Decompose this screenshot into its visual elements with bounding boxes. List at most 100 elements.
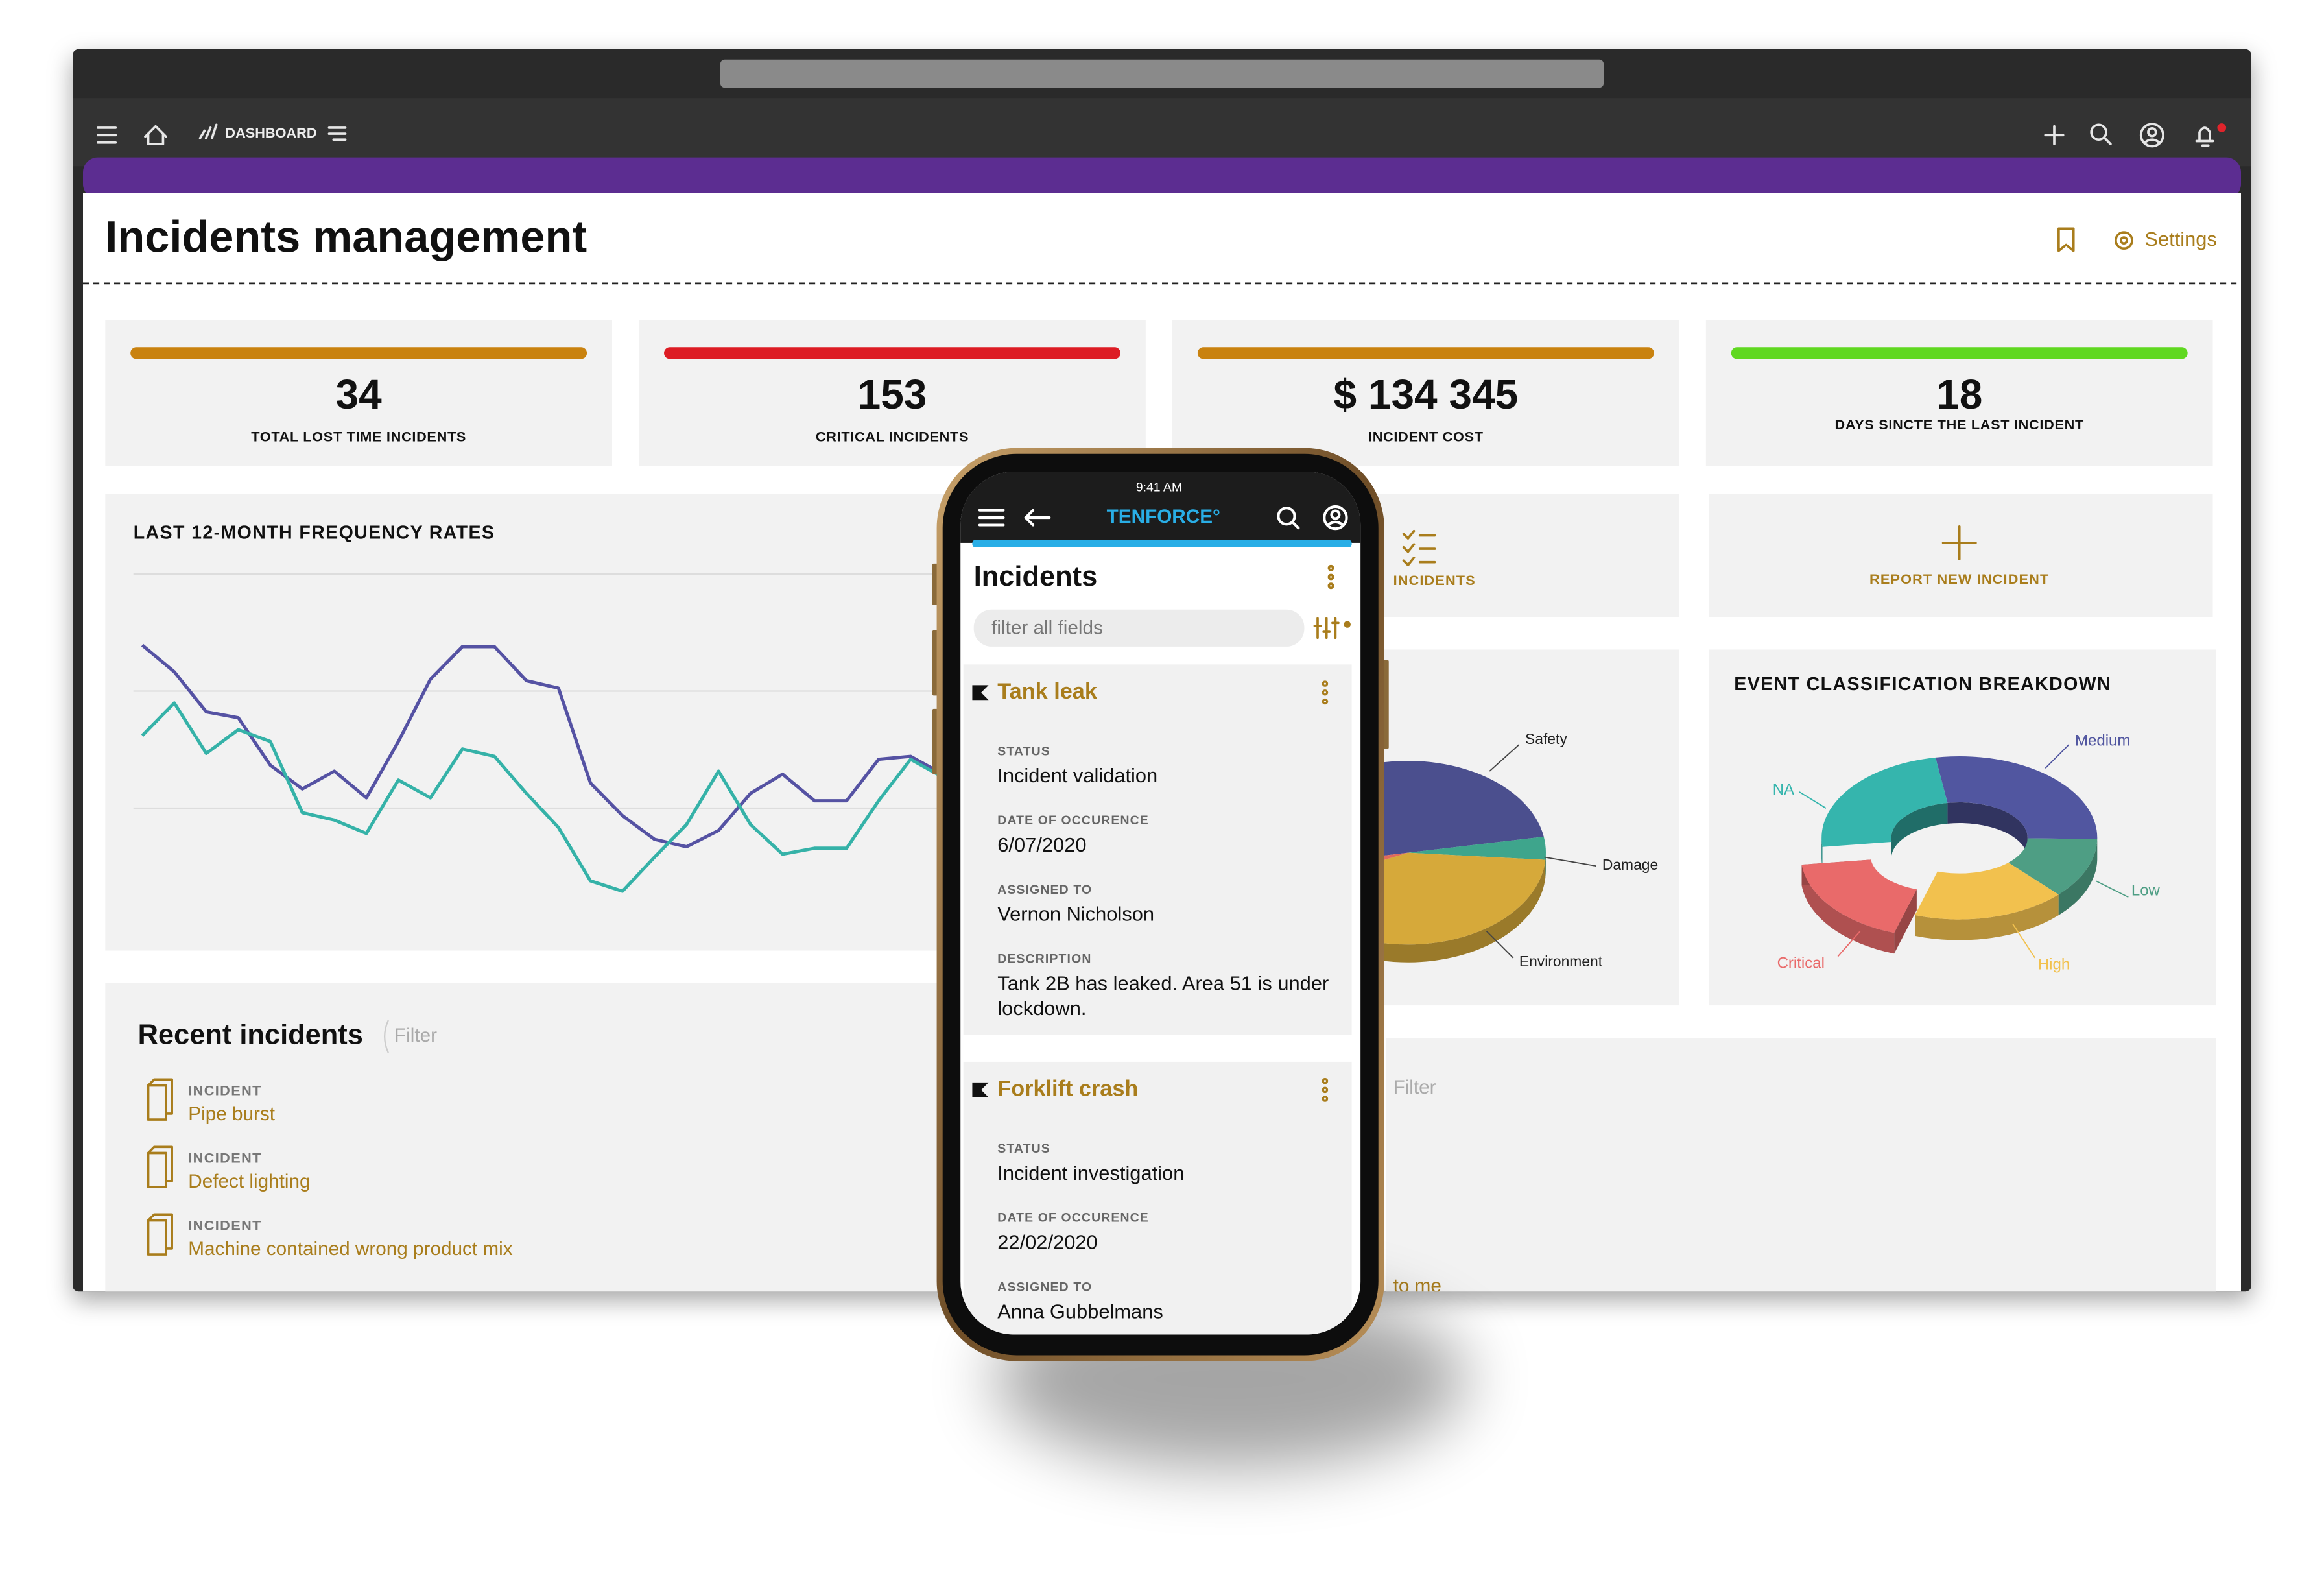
- filter-input[interactable]: filter all fields: [991, 617, 1103, 638]
- kebab-dot[interactable]: [1322, 680, 1329, 687]
- incident-type: INCIDENT: [188, 1082, 261, 1098]
- kpi-label: TOTAL LOST TIME INCIDENTS: [251, 428, 466, 444]
- donut-label: Low: [2131, 881, 2161, 899]
- settings-icon[interactable]: [2115, 231, 2133, 250]
- series-line: [141, 701, 943, 893]
- add-icon[interactable]: [2044, 125, 2065, 145]
- decor: [1344, 621, 1351, 628]
- panel-link[interactable]: to me: [1393, 1275, 1441, 1297]
- kebab-dot[interactable]: [1322, 689, 1329, 696]
- donut-card: EVENT CLASSIFICATION BREAKDOWN Medium Low…: [1709, 649, 2216, 1006]
- incident-item[interactable]: INCIDENT Pipe burst: [147, 1078, 276, 1125]
- decor: [1941, 525, 1977, 560]
- bell-icon[interactable]: [2195, 126, 2214, 147]
- filter-input[interactable]: Filter: [1393, 1077, 1436, 1098]
- donut-label: Critical: [1777, 954, 1825, 972]
- kebab-dot[interactable]: [1322, 1096, 1329, 1102]
- decor: [972, 540, 1352, 547]
- decor: [198, 123, 218, 139]
- donut-segment: [1915, 862, 2059, 920]
- kebab[interactable]: [1327, 564, 1334, 590]
- decor: [2057, 227, 2075, 252]
- decor: [1327, 573, 1334, 581]
- field-label: ASSIGNED TO: [997, 1280, 1092, 1294]
- card-title: LAST 12-MONTH FREQUENCY RATES: [134, 523, 495, 544]
- field-value: Tank 2B has leaked. Area 51 is under lock…: [997, 972, 1329, 1020]
- leader-line: [1544, 856, 1596, 867]
- shortcut-card[interactable]: REPORT NEW INCIDENT: [1709, 494, 2213, 617]
- incident-type: INCIDENT: [188, 1217, 261, 1233]
- notification-dot: [2217, 123, 2227, 132]
- field-value: 6/07/2020: [997, 833, 1086, 856]
- incident-name[interactable]: Pipe burst: [188, 1103, 275, 1125]
- kebab-dot[interactable]: [1322, 1077, 1329, 1084]
- donut-segment: [1801, 859, 1917, 933]
- decor: [1330, 509, 1341, 520]
- kpi-card: [1172, 320, 1679, 466]
- filter-box[interactable]: [973, 609, 1305, 647]
- card-title[interactable]: Tank leak: [997, 679, 1098, 704]
- kpi-card: [105, 320, 613, 466]
- section-label[interactable]: DASHBOARD: [225, 125, 316, 141]
- decor: [2139, 123, 2164, 148]
- kpi-row: 34 TOTAL LOST TIME INCIDENTS 153 CRITICAL I…: [105, 320, 2213, 466]
- user-icon[interactable]: [2139, 123, 2164, 148]
- search-icon[interactable]: [2090, 123, 2112, 145]
- shortcut-label[interactable]: INCIDENTS: [1393, 572, 1476, 588]
- settings-link[interactable]: Settings: [2144, 228, 2216, 250]
- kpi-label: DAYS SINCTE THE LAST INCIDENT: [1834, 416, 2084, 433]
- donut-segment: [1935, 756, 2098, 839]
- incident-item[interactable]: INCIDENT Machine contained wrong product …: [147, 1213, 513, 1260]
- incident-name[interactable]: Defect lighting: [188, 1171, 310, 1192]
- decor: [2090, 123, 2107, 141]
- recent-card: Recent incidents Filter INCIDENT Pipe bur…: [105, 983, 995, 1292]
- decor: [978, 509, 1005, 527]
- incident-card[interactable]: Tank leak STATUS Incident validation DATE O…: [963, 664, 1352, 1036]
- donut-label: Medium: [2075, 732, 2130, 750]
- kpi-value: 18: [1936, 371, 1982, 418]
- incident-list: INCIDENT Pipe burst INCIDENT Defect lightin…: [147, 1078, 513, 1260]
- donut-side: [1821, 837, 1823, 868]
- card-title[interactable]: Forklift crash: [997, 1076, 1138, 1101]
- decor: [1402, 529, 1436, 567]
- leader-line: [2095, 880, 2129, 898]
- bookmark-icon[interactable]: [2057, 227, 2075, 252]
- pie-label: Environment: [1519, 953, 1603, 970]
- kebab-dot[interactable]: [1322, 698, 1329, 705]
- donut-side: [2058, 839, 2098, 916]
- kpi-value: 153: [858, 371, 927, 418]
- home-icon[interactable]: [144, 125, 167, 145]
- kpi-label: INCIDENT COST: [1368, 428, 1484, 444]
- incident-item[interactable]: INCIDENT Defect lighting: [147, 1145, 311, 1192]
- field-value: Incident validation: [997, 764, 1157, 787]
- pie-label: Safety: [1525, 730, 1567, 747]
- kpi-bar: [1731, 347, 2188, 359]
- back-icon[interactable]: [1024, 509, 1051, 527]
- menu-icon[interactable]: [978, 509, 1005, 527]
- menu-icon[interactable]: [97, 126, 117, 144]
- field-label: DATE OF OCCURENCE: [997, 813, 1149, 828]
- leader-line: [1799, 791, 1827, 809]
- filter-input[interactable]: Filter: [394, 1025, 437, 1046]
- list-icon[interactable]: [327, 126, 347, 141]
- user-icon[interactable]: [1323, 505, 1348, 531]
- decor: [1382, 660, 1389, 749]
- shortcut-label[interactable]: REPORT NEW INCIDENT: [1869, 571, 2049, 587]
- donut-side: [1801, 865, 1895, 954]
- incident-card[interactable]: Forklift crash STATUS Incident investigati…: [963, 1061, 1352, 1338]
- decor: [2195, 126, 2214, 147]
- card-bg: [963, 664, 1352, 1036]
- filter-icon[interactable]: [1313, 617, 1351, 640]
- leader-line: [2012, 923, 2036, 959]
- incident-name[interactable]: Machine contained wrong product mix: [188, 1238, 512, 1260]
- kebab-dot[interactable]: [1322, 1086, 1329, 1094]
- doc-icon: [147, 1078, 173, 1121]
- decor: [2120, 236, 2128, 245]
- panel-card: Filter to me: [1386, 1038, 2216, 1297]
- search-icon[interactable]: [1277, 507, 1300, 530]
- address-bar[interactable]: [720, 59, 1604, 88]
- kpi-bar: [1197, 347, 1654, 359]
- field-value: 22/02/2020: [997, 1231, 1097, 1254]
- decor: [1402, 529, 1436, 567]
